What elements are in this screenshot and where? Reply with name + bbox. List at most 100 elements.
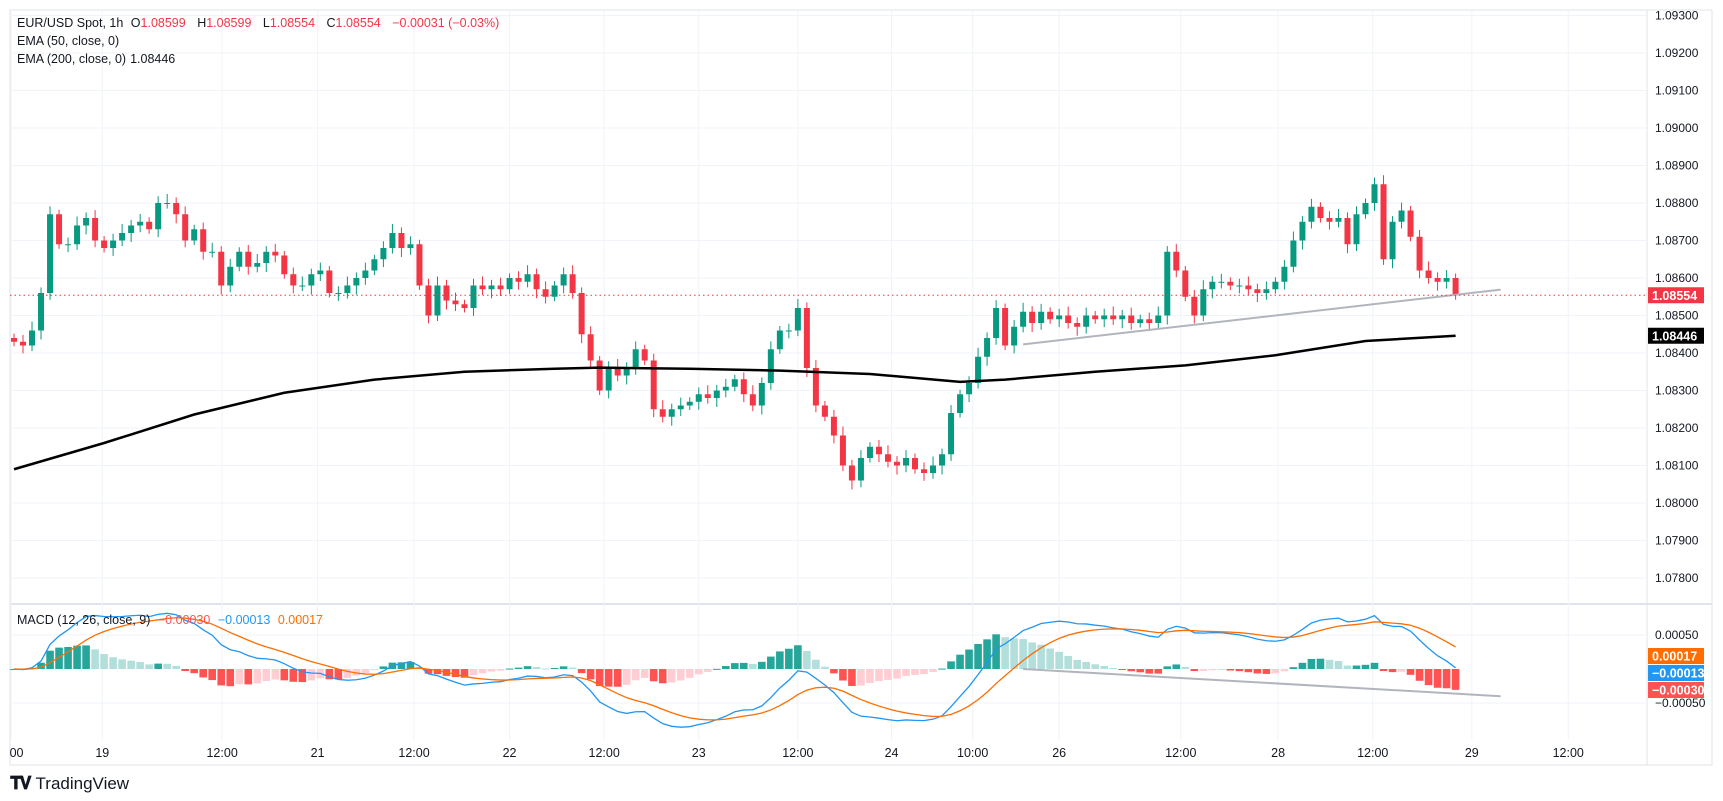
candle[interactable]: [578, 287, 585, 344]
candle[interactable]: [1218, 273, 1225, 289]
candle[interactable]: [1263, 281, 1270, 300]
candle[interactable]: [740, 372, 747, 403]
candle[interactable]: [713, 384, 720, 407]
candle[interactable]: [416, 239, 423, 290]
candle[interactable]: [623, 362, 630, 385]
candle[interactable]: [1389, 216, 1396, 269]
ema200-legend[interactable]: EMA (200, close, 0) 1.08446: [17, 52, 179, 66]
candle[interactable]: [155, 196, 162, 238]
candle[interactable]: [1119, 309, 1126, 329]
candle[interactable]: [803, 302, 810, 377]
ema50-legend[interactable]: EMA (50, close, 0): [17, 34, 123, 48]
candle[interactable]: [1353, 206, 1360, 251]
macd-legend[interactable]: MACD (12, 26, close, 9) −0.00030 −0.0001…: [17, 613, 327, 627]
candle[interactable]: [281, 251, 288, 279]
candle[interactable]: [569, 265, 576, 299]
candle[interactable]: [848, 459, 855, 490]
candle[interactable]: [425, 278, 432, 324]
candle[interactable]: [1200, 280, 1207, 322]
candle[interactable]: [38, 287, 45, 340]
candle[interactable]: [344, 276, 351, 299]
candle[interactable]: [389, 224, 396, 254]
candle[interactable]: [11, 333, 17, 347]
candle[interactable]: [650, 353, 657, 418]
macd-trendline[interactable]: [1023, 668, 1501, 698]
candle[interactable]: [1434, 272, 1441, 291]
candle[interactable]: [1317, 202, 1324, 223]
candle[interactable]: [1029, 306, 1036, 332]
candle[interactable]: [1326, 211, 1333, 230]
candle[interactable]: [1209, 276, 1216, 299]
candle[interactable]: [1101, 308, 1108, 328]
candle[interactable]: [218, 246, 225, 295]
candle[interactable]: [1164, 246, 1171, 325]
candle[interactable]: [434, 276, 441, 322]
candle[interactable]: [875, 440, 882, 463]
candle[interactable]: [1110, 306, 1117, 325]
candle[interactable]: [1362, 198, 1369, 219]
candle[interactable]: [245, 245, 252, 275]
candle[interactable]: [722, 378, 729, 398]
candle[interactable]: [1083, 307, 1090, 334]
candle[interactable]: [380, 241, 387, 268]
candle[interactable]: [65, 237, 72, 253]
candle[interactable]: [839, 426, 846, 472]
candle[interactable]: [1245, 276, 1252, 295]
candle[interactable]: [821, 401, 828, 422]
candle[interactable]: [641, 344, 648, 365]
candle[interactable]: [957, 389, 964, 418]
candle[interactable]: [1182, 266, 1189, 302]
candle[interactable]: [812, 360, 819, 413]
candle[interactable]: [200, 222, 207, 260]
candle[interactable]: [128, 219, 135, 242]
candle[interactable]: [551, 281, 558, 302]
candle[interactable]: [335, 286, 342, 301]
candle[interactable]: [1128, 307, 1135, 330]
candle[interactable]: [362, 262, 369, 285]
candle[interactable]: [191, 224, 198, 245]
candle[interactable]: [1425, 261, 1432, 284]
candle[interactable]: [308, 268, 315, 295]
candle[interactable]: [20, 335, 27, 354]
candle[interactable]: [1344, 212, 1351, 254]
candle[interactable]: [1272, 277, 1279, 294]
candle[interactable]: [921, 462, 928, 481]
candle[interactable]: [668, 403, 675, 426]
candle[interactable]: [1047, 307, 1054, 324]
candle[interactable]: [452, 292, 459, 311]
candle[interactable]: [1290, 231, 1297, 273]
candle[interactable]: [1146, 312, 1153, 331]
candle[interactable]: [398, 227, 405, 257]
candle[interactable]: [83, 212, 90, 235]
candle[interactable]: [506, 273, 513, 294]
candle[interactable]: [1254, 283, 1261, 302]
candle[interactable]: [857, 450, 864, 488]
candle[interactable]: [794, 299, 801, 337]
symbol-title[interactable]: EUR/USD Spot, 1h: [17, 16, 124, 30]
candle[interactable]: [695, 387, 702, 410]
candle[interactable]: [758, 377, 765, 415]
candle[interactable]: [290, 267, 297, 294]
candle[interactable]: [479, 276, 486, 295]
candle[interactable]: [993, 300, 1000, 345]
candle[interactable]: [1056, 308, 1063, 328]
candle[interactable]: [1371, 177, 1378, 211]
candle[interactable]: [263, 246, 270, 272]
time-axis[interactable]: 0:00 19 12:00 21 12:00 22 12:00 23 12:00 24 10:00 2…: [0, 746, 1584, 760]
candle[interactable]: [587, 326, 594, 368]
candle[interactable]: [317, 262, 324, 281]
candle[interactable]: [29, 321, 36, 352]
candle[interactable]: [119, 224, 126, 247]
candle[interactable]: [92, 210, 99, 248]
candle[interactable]: [659, 400, 666, 423]
candle[interactable]: [912, 453, 918, 474]
candle[interactable]: [515, 271, 522, 290]
candle[interactable]: [1416, 230, 1423, 279]
candle[interactable]: [596, 356, 603, 395]
candle[interactable]: [1065, 306, 1072, 329]
candle[interactable]: [1155, 306, 1162, 329]
candle[interactable]: [1236, 278, 1243, 294]
candle[interactable]: [704, 385, 711, 404]
macd-line[interactable]: [13, 612, 1456, 728]
signal-line[interactable]: [13, 617, 1456, 721]
